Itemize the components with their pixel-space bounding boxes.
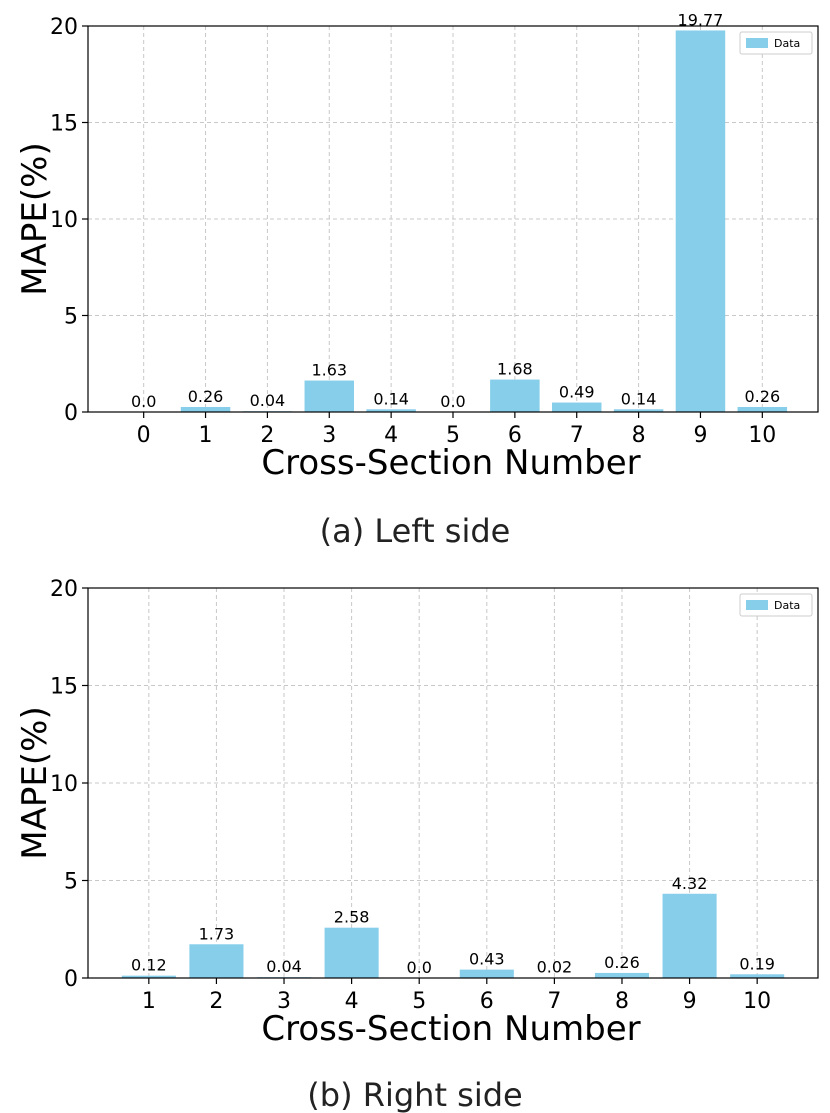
data-label: 1.73 [199,924,235,943]
chart-panel-0: 0.0 0.26 0.04 1.63 0.14 0.0 1.68 0.49 0.14 19.77 0… [15,10,819,550]
bar [730,974,785,978]
y-tick-label: 15 [50,675,78,700]
x-tick-label: 1 [142,989,156,1014]
data-label: 0.26 [188,387,224,406]
data-label: 0.0 [440,392,465,411]
x-tick-label: 3 [277,989,291,1014]
chart-panel-1: 0.12 1.73 0.04 2.58 0.0 0.43 0.02 0.26 4.32 0.19 0… [15,577,819,1113]
x-tick-label: 5 [412,989,426,1014]
bar [459,969,514,978]
y-tick-label: 20 [50,577,78,602]
x-tick-label: 4 [345,989,359,1014]
x-tick-label: 7 [570,423,584,448]
x-tick-label: 9 [683,989,697,1014]
data-label: 19.77 [678,10,724,29]
bar [324,927,379,978]
data-label: 0.02 [537,958,573,977]
data-label: 0.14 [621,389,657,408]
legend-label: Data [774,599,800,612]
data-label: 0.19 [739,954,775,973]
legend-box [739,31,813,55]
figure-caption: (b) Right side [307,1076,522,1113]
y-tick-label: 15 [50,112,78,137]
bar [594,972,650,978]
data-label: 0.04 [250,391,286,410]
legend-swatch [746,600,768,610]
y-axis-label: MAPE(%) [15,142,55,295]
x-axis-label: Cross-Section Number [261,1009,640,1049]
x-tick-label: 0 [137,423,151,448]
x-tick-label: 8 [615,989,629,1014]
data-label: 0.14 [373,389,409,408]
y-tick-label: 0 [64,401,78,426]
x-tick-label: 5 [446,423,460,448]
legend-box [739,593,813,617]
x-tick-label: 4 [384,423,398,448]
data-label: 1.68 [497,360,533,379]
x-tick-label: 2 [260,423,274,448]
x-tick-label: 10 [743,989,771,1014]
y-axis-label: MAPE(%) [15,706,55,859]
x-tick-label: 1 [199,423,213,448]
data-label: 4.32 [672,874,708,893]
bar [490,379,540,412]
data-label: 0.0 [406,958,431,977]
y-tick-label: 20 [50,15,78,40]
figure-caption: (a) Left side [320,512,511,550]
legend-label: Data [774,37,800,50]
bar [366,409,416,412]
bar [613,409,664,412]
x-tick-label: 7 [547,989,561,1014]
y-tick-label: 10 [50,208,78,233]
bar [662,893,717,978]
data-label: 2.58 [334,908,370,927]
y-tick-label: 0 [64,967,78,992]
bar [189,944,244,978]
bar [121,975,176,978]
legend-swatch [746,38,768,48]
bar [551,402,602,412]
data-label: 0.49 [559,383,595,402]
bar [180,406,231,412]
data-label: 1.63 [311,361,347,380]
bar [675,30,726,413]
data-label: 0.26 [604,953,640,972]
x-tick-label: 6 [480,989,494,1014]
y-tick-label: 10 [50,772,78,797]
bar [737,406,788,412]
x-tick-label: 2 [209,989,223,1014]
x-tick-label: 9 [693,423,707,448]
data-label: 0.0 [131,392,156,411]
x-axis-label: Cross-Section Number [261,443,640,483]
data-label: 0.26 [745,387,781,406]
data-label: 0.43 [469,950,505,969]
x-tick-label: 8 [632,423,646,448]
data-label: 0.12 [131,956,167,975]
x-tick-label: 3 [322,423,336,448]
bar [304,380,355,412]
x-tick-label: 6 [508,423,522,448]
data-label: 0.04 [266,957,302,976]
x-tick-label: 10 [748,423,776,448]
y-tick-label: 5 [64,305,78,330]
y-tick-label: 5 [64,870,78,895]
